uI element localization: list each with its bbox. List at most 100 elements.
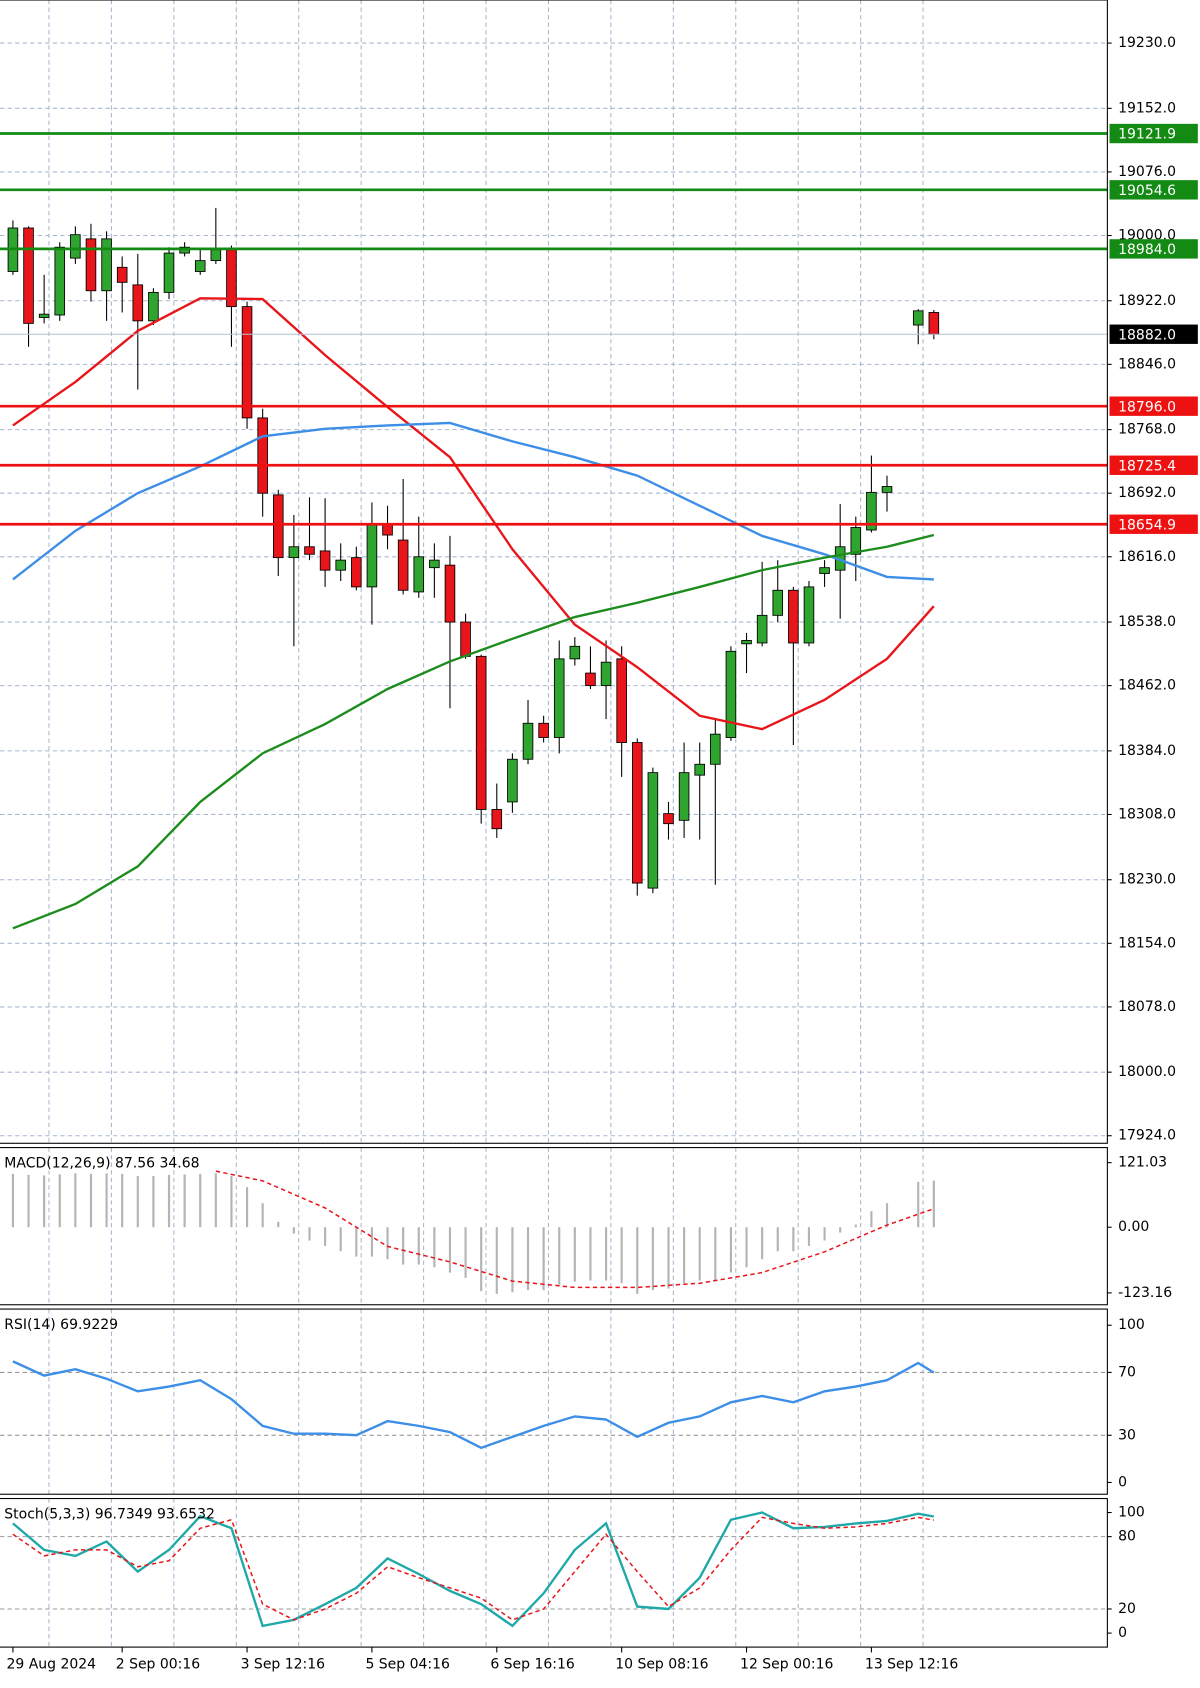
histogram-bar bbox=[745, 1227, 748, 1268]
candle-body bbox=[647, 772, 659, 889]
histogram-bar bbox=[839, 1227, 842, 1233]
candle-body bbox=[460, 621, 471, 657]
candle-body bbox=[803, 586, 815, 644]
y-tick-label: 18922.0 bbox=[1118, 293, 1176, 309]
y-tick-label: 100 bbox=[1118, 1505, 1145, 1521]
x-tick-label: 29 Aug 2024 bbox=[6, 1656, 96, 1672]
level-label-box bbox=[1109, 514, 1198, 534]
y-tick-label: 18692.0 bbox=[1118, 485, 1176, 501]
y-tick-label: 121.03 bbox=[1118, 1155, 1167, 1171]
candle-body bbox=[70, 234, 81, 259]
candle-body bbox=[413, 556, 425, 593]
indicator-line bbox=[12, 1360, 935, 1450]
y-tick-label: 100 bbox=[1118, 1317, 1145, 1333]
candle-body bbox=[148, 291, 159, 322]
candle-body bbox=[538, 722, 549, 738]
candle-body bbox=[725, 650, 737, 738]
candle-body bbox=[272, 494, 284, 559]
histogram-bar bbox=[714, 1227, 717, 1281]
histogram-bar bbox=[620, 1227, 623, 1284]
candle-body bbox=[257, 417, 268, 494]
level-label-box bbox=[1109, 123, 1198, 144]
y-tick-label: 18230.0 bbox=[1118, 872, 1176, 888]
level-label-box bbox=[1109, 396, 1198, 416]
x-tick-label: 2 Sep 00:16 bbox=[116, 1656, 201, 1672]
candle-body bbox=[475, 655, 487, 810]
y-tick-label: 0 bbox=[1118, 1474, 1127, 1490]
x-tick-label: 5 Sep 04:16 bbox=[365, 1656, 450, 1672]
y-tick-label: 19076.0 bbox=[1118, 164, 1176, 180]
histogram-bar bbox=[729, 1227, 732, 1273]
candle-body bbox=[101, 238, 112, 292]
candle-body bbox=[85, 238, 97, 292]
candle-body bbox=[819, 567, 830, 574]
candle-body bbox=[132, 284, 144, 322]
last-price-label: 18882.0 bbox=[1118, 327, 1176, 343]
histogram-bar bbox=[105, 1173, 108, 1228]
candle-body bbox=[163, 252, 175, 293]
histogram-bar bbox=[417, 1227, 420, 1265]
last-price-box bbox=[1109, 324, 1198, 344]
candle-body bbox=[507, 758, 518, 803]
candle-body bbox=[397, 539, 409, 591]
y-tick-label: 18078.0 bbox=[1118, 999, 1176, 1015]
histogram-bar bbox=[589, 1227, 592, 1281]
histogram-bar bbox=[136, 1176, 139, 1228]
histogram-bar bbox=[917, 1181, 920, 1228]
y-tick-label: 18384.0 bbox=[1118, 743, 1176, 759]
candle-body bbox=[631, 742, 643, 884]
candle-body bbox=[694, 763, 705, 776]
histogram-bar bbox=[885, 1203, 889, 1228]
x-tick-label: 12 Sep 00:16 bbox=[740, 1656, 833, 1672]
histogram-bar bbox=[526, 1227, 530, 1291]
histogram-bar bbox=[121, 1173, 124, 1228]
level-label: 19121.9 bbox=[1118, 127, 1176, 143]
candle-body bbox=[23, 227, 34, 324]
candle-body bbox=[678, 772, 690, 821]
y-tick-label: 18768.0 bbox=[1118, 422, 1176, 438]
candle-body bbox=[912, 310, 924, 326]
histogram-bar bbox=[370, 1227, 374, 1257]
candle-body bbox=[319, 550, 331, 571]
x-tick-label: 6 Sep 16:16 bbox=[490, 1656, 575, 1672]
histogram-bar bbox=[683, 1227, 686, 1284]
candle-body bbox=[444, 564, 456, 623]
pane-frame bbox=[0, 1147, 1108, 1306]
candle-body bbox=[663, 813, 674, 825]
candle-body bbox=[366, 523, 378, 588]
y-tick-label: 18846.0 bbox=[1118, 356, 1176, 372]
x-tick-label: 10 Sep 08:16 bbox=[615, 1656, 708, 1672]
histogram-bar bbox=[480, 1227, 483, 1292]
histogram-bar bbox=[339, 1227, 342, 1252]
y-tick-label: 18538.0 bbox=[1118, 614, 1176, 630]
histogram-bar bbox=[43, 1175, 46, 1228]
histogram-bar bbox=[214, 1173, 217, 1228]
candle-body bbox=[194, 260, 206, 272]
histogram-bar bbox=[698, 1227, 701, 1281]
level-label: 18654.9 bbox=[1118, 517, 1176, 533]
candle-body bbox=[553, 658, 565, 738]
indicator-line bbox=[12, 1511, 935, 1628]
histogram-bar bbox=[495, 1227, 498, 1294]
candle-body bbox=[241, 306, 253, 419]
indicator-line bbox=[12, 421, 934, 581]
y-tick-label: -123.16 bbox=[1118, 1285, 1172, 1301]
candle-body bbox=[710, 733, 721, 765]
histogram-bar bbox=[27, 1174, 30, 1228]
level-label: 18984.0 bbox=[1118, 242, 1176, 258]
histogram-bar bbox=[230, 1176, 233, 1228]
candle-body bbox=[491, 809, 503, 830]
histogram-bar bbox=[761, 1227, 764, 1260]
histogram-bar bbox=[932, 1180, 935, 1228]
pane-frame bbox=[0, 0, 1108, 1144]
histogram-bar bbox=[261, 1203, 264, 1228]
indicator-title: Stoch(5,3,3) 96.7349 93.6532 bbox=[4, 1507, 215, 1523]
candle-body bbox=[881, 486, 893, 493]
indicator-line bbox=[12, 1516, 934, 1621]
y-tick-label: 18154.0 bbox=[1118, 935, 1176, 951]
indicator-line bbox=[12, 297, 935, 731]
candle-body bbox=[429, 559, 440, 569]
level-label-box bbox=[1109, 180, 1198, 200]
